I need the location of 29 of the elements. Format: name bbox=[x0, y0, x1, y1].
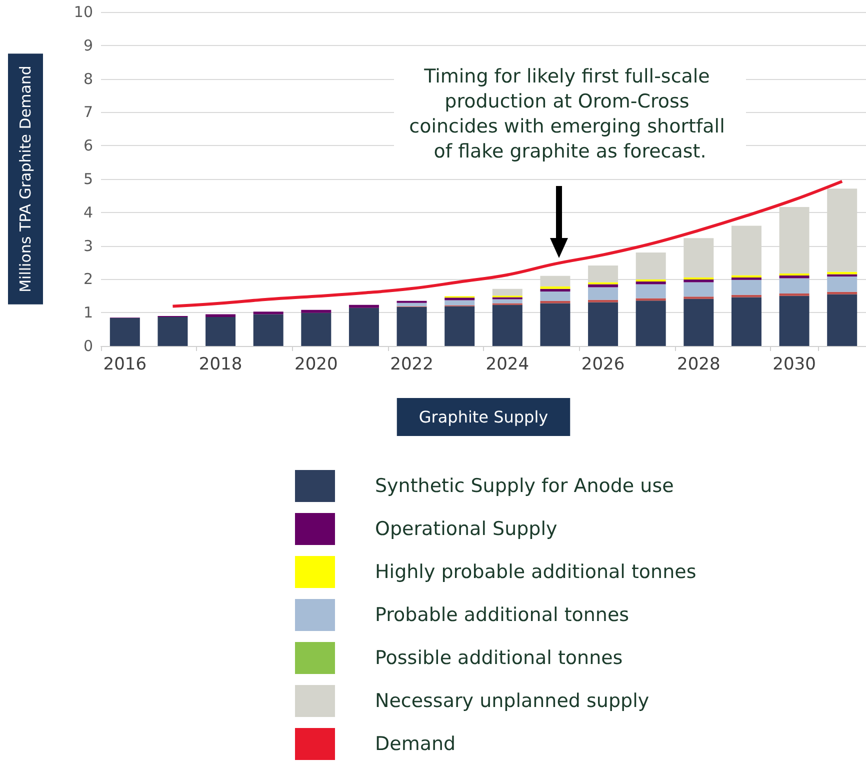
y-tick-label: 0 bbox=[83, 337, 93, 355]
legend-label: Demand bbox=[375, 733, 456, 755]
x-axis-title: Graphite Supply bbox=[418, 408, 548, 426]
y-axis-title: Millions TPA Graphite Demand bbox=[16, 66, 34, 292]
y-tick-label: 1 bbox=[83, 304, 93, 322]
x-tick-label: 2020 bbox=[294, 354, 338, 374]
y-tick-label: 8 bbox=[83, 70, 93, 88]
y-tick-label: 7 bbox=[83, 103, 93, 122]
x-tick-label: 2016 bbox=[103, 354, 147, 374]
y-tick-label: 3 bbox=[83, 236, 93, 255]
y-tick-label: 10 bbox=[74, 3, 93, 21]
legend-label: Probable additional tonnes bbox=[375, 604, 630, 626]
y-tick-label: 2 bbox=[83, 270, 93, 288]
legend-label: Synthetic Supply for Anode use bbox=[375, 475, 674, 497]
y-tick-label: 9 bbox=[83, 36, 93, 54]
x-tick-label: 2030 bbox=[772, 354, 816, 374]
legend-label: Highly probable additional tonnes bbox=[375, 561, 696, 583]
y-tick-label: 4 bbox=[83, 203, 93, 222]
legend-label: Necessary unplanned supply bbox=[375, 690, 650, 712]
y-tick-label: 6 bbox=[83, 136, 93, 155]
x-tick-label: 2018 bbox=[198, 354, 242, 374]
annotation: Timing for likely first full-scale production at Orom-Cross coincides with emerging shortfall of flake graphite as forecast. bbox=[409, 66, 731, 162]
x-tick-label: 2024 bbox=[486, 354, 530, 374]
x-tick-label: 2028 bbox=[677, 354, 720, 374]
x-tick-label: 2026 bbox=[581, 354, 625, 374]
legend-label: Possible additional tonnes bbox=[375, 647, 623, 669]
legend-label: Operational Supply bbox=[375, 518, 558, 540]
x-tick-label: 2022 bbox=[390, 354, 434, 374]
y-tick-label: 5 bbox=[83, 170, 93, 188]
